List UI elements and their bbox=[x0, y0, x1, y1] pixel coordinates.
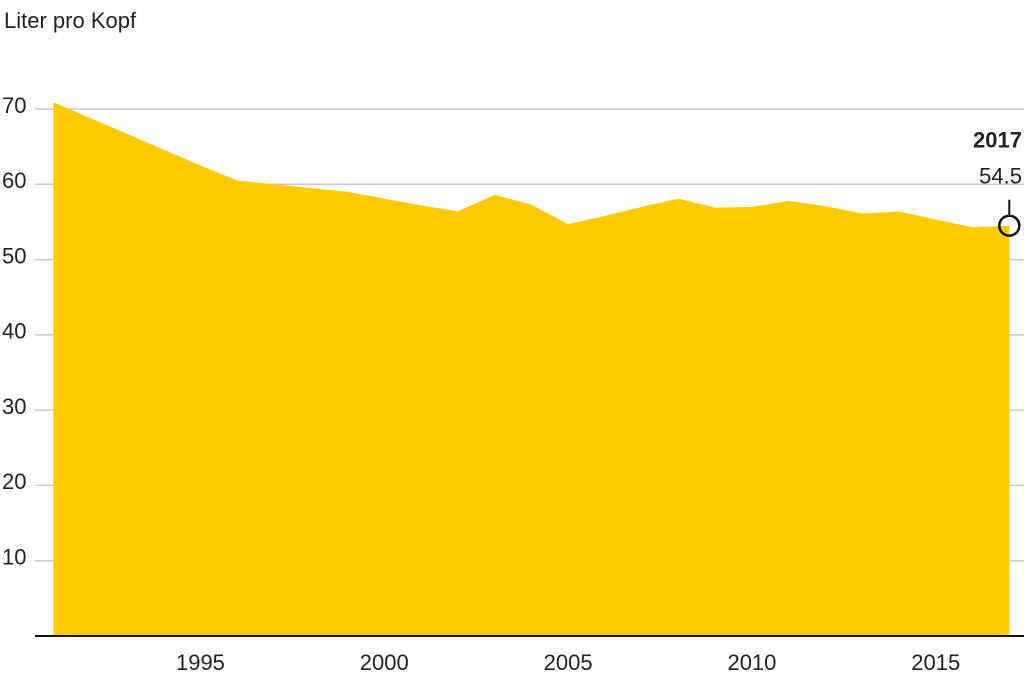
y-tick-label: 40 bbox=[2, 319, 26, 344]
x-tick-label: 2000 bbox=[360, 650, 409, 675]
y-tick-label: 50 bbox=[2, 243, 26, 268]
chart-title: Liter pro Kopf bbox=[4, 8, 137, 33]
y-tick-label: 60 bbox=[2, 168, 26, 193]
x-tick-label: 2010 bbox=[727, 650, 776, 675]
x-tick-label: 1995 bbox=[176, 650, 225, 675]
y-tick-label: 30 bbox=[2, 394, 26, 419]
y-tick-label: 10 bbox=[2, 545, 26, 570]
x-tick-label: 2015 bbox=[911, 650, 960, 675]
y-tick-label: 70 bbox=[2, 93, 26, 118]
area bbox=[53, 102, 1010, 636]
annotation-year: 2017 bbox=[973, 128, 1022, 153]
x-tick-label: 2005 bbox=[544, 650, 593, 675]
highlight-marker bbox=[998, 214, 1021, 237]
value-label: 54.5 bbox=[979, 164, 1022, 189]
y-tick-label: 20 bbox=[2, 469, 26, 494]
